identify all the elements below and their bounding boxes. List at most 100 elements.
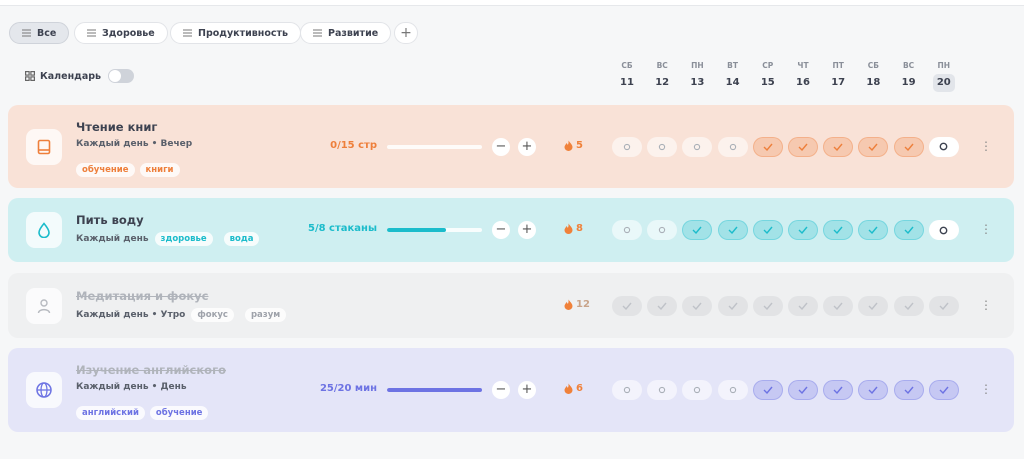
check-cell[interactable] bbox=[682, 380, 713, 400]
add-filter[interactable]: + bbox=[394, 22, 418, 44]
tag-line: обучение книги bbox=[76, 157, 185, 177]
check-cell[interactable] bbox=[682, 136, 713, 157]
habit-schedule: Каждый день • Утро bbox=[76, 309, 186, 320]
filter-label: Все bbox=[37, 27, 57, 39]
filter-chip[interactable]: Развитие bbox=[300, 22, 392, 44]
check-cell[interactable] bbox=[928, 295, 959, 316]
tag-line: английский обучение bbox=[76, 400, 213, 420]
habit-title: Чтение книг bbox=[76, 119, 158, 134]
check-cell[interactable] bbox=[928, 380, 959, 400]
check-cell[interactable] bbox=[928, 220, 959, 240]
check-cell[interactable] bbox=[752, 295, 783, 316]
habit-title: Медитация и фокус bbox=[76, 288, 209, 303]
habit-row[interactable]: Изучение английского Каждый день • День ан… bbox=[8, 348, 1014, 432]
check-cell[interactable] bbox=[823, 380, 854, 400]
more-menu[interactable]: ⋮ bbox=[980, 222, 992, 236]
habit-row[interactable]: Пить воду Каждый день здоровье вода 5/8 стак… bbox=[8, 198, 1014, 262]
flame-icon bbox=[564, 140, 573, 151]
more-menu[interactable]: ⋮ bbox=[980, 382, 992, 396]
habit-row[interactable]: Чтение книг Каждый день • Вечер обучение кн… bbox=[8, 105, 1014, 188]
top-bar bbox=[0, 0, 1024, 6]
check-glyph bbox=[798, 226, 808, 234]
streak: 8 bbox=[564, 223, 583, 234]
progress-label: 0/15 стр bbox=[330, 139, 377, 151]
filter-chip[interactable]: Все bbox=[9, 22, 70, 44]
check-cell[interactable] bbox=[788, 136, 818, 157]
habit-meta: Каждый день • День bbox=[76, 382, 187, 392]
flame-icon bbox=[564, 223, 573, 234]
habit-schedule: Каждый день • День bbox=[76, 382, 187, 392]
check-cell[interactable] bbox=[752, 220, 783, 240]
check-cell[interactable] bbox=[893, 136, 924, 157]
check-cell[interactable] bbox=[682, 220, 713, 240]
streak-count: 12 bbox=[576, 298, 590, 310]
check-glyph bbox=[904, 143, 914, 151]
habit-row[interactable]: Медитация и фокус Каждый день • Утро фокус… bbox=[8, 273, 1014, 338]
habit-meta: Каждый день • Вечер bbox=[76, 139, 192, 149]
check-cell[interactable] bbox=[823, 295, 854, 316]
toggle[interactable] bbox=[108, 69, 135, 83]
increment-button[interactable]: + bbox=[518, 137, 536, 156]
filter-chip[interactable]: Продуктивность bbox=[170, 22, 301, 44]
check-cell[interactable] bbox=[647, 136, 678, 157]
check-cell[interactable] bbox=[612, 220, 642, 240]
decrement-button[interactable]: − bbox=[492, 137, 510, 156]
check-cell[interactable] bbox=[858, 380, 889, 400]
weekday: ВС bbox=[902, 61, 915, 70]
calendar-icon bbox=[25, 71, 35, 81]
decrement-button[interactable]: − bbox=[492, 381, 510, 399]
filter-chip[interactable]: Здоровье bbox=[74, 22, 168, 44]
habit-schedule: Каждый день bbox=[76, 234, 149, 244]
check-cell[interactable] bbox=[612, 295, 642, 316]
check-cell[interactable] bbox=[893, 220, 924, 240]
calendar-toggle[interactable]: Календарь bbox=[25, 69, 135, 83]
check-cell[interactable] bbox=[682, 295, 713, 316]
progress-track bbox=[387, 144, 482, 149]
increment-button[interactable]: + bbox=[518, 221, 536, 239]
check-cell[interactable] bbox=[788, 380, 818, 400]
weekday: СР bbox=[762, 61, 774, 70]
check-glyph bbox=[904, 302, 914, 310]
check-glyph bbox=[729, 386, 736, 394]
check-glyph bbox=[833, 386, 843, 394]
check-cell[interactable] bbox=[788, 220, 818, 240]
check-cell[interactable] bbox=[893, 295, 924, 316]
check-cell[interactable] bbox=[647, 220, 678, 240]
list-icon bbox=[22, 29, 31, 37]
icon-glyph bbox=[37, 139, 51, 154]
streak: 12 bbox=[564, 299, 590, 310]
check-cell[interactable] bbox=[788, 295, 818, 316]
weekday: ПН bbox=[937, 61, 951, 70]
check-cell[interactable] bbox=[752, 380, 783, 400]
decrement-button[interactable]: − bbox=[492, 221, 510, 239]
check-glyph bbox=[833, 226, 843, 234]
tag: книги bbox=[139, 162, 180, 177]
check-cell[interactable] bbox=[612, 380, 642, 400]
check-cell[interactable] bbox=[752, 136, 783, 157]
more-menu[interactable]: ⋮ bbox=[980, 297, 992, 312]
check-cell[interactable] bbox=[717, 295, 748, 316]
filter-label: Продуктивность bbox=[198, 27, 288, 39]
check-cell[interactable] bbox=[612, 136, 642, 157]
check-cell[interactable] bbox=[647, 380, 678, 400]
check-cell[interactable] bbox=[823, 136, 854, 157]
check-cell[interactable] bbox=[717, 220, 748, 240]
check-cell[interactable] bbox=[858, 220, 889, 240]
check-cell[interactable] bbox=[858, 295, 889, 316]
icon-glyph bbox=[37, 298, 51, 313]
weekday: ПТ bbox=[832, 61, 844, 70]
check-cell[interactable] bbox=[823, 220, 854, 240]
habit-meta: Каждый день • Утро фокус разум bbox=[76, 307, 291, 322]
check-cell[interactable] bbox=[893, 380, 924, 400]
check-glyph bbox=[728, 226, 738, 234]
check-cell[interactable] bbox=[647, 295, 678, 316]
check-cell[interactable] bbox=[717, 380, 748, 400]
check-cell[interactable] bbox=[928, 136, 959, 157]
weekday: ВТ bbox=[727, 61, 739, 70]
check-cell[interactable] bbox=[858, 136, 889, 157]
more-menu[interactable]: ⋮ bbox=[980, 138, 992, 153]
increment-button[interactable]: + bbox=[518, 381, 536, 399]
progress-fill bbox=[387, 228, 447, 232]
check-cell[interactable] bbox=[717, 136, 748, 157]
